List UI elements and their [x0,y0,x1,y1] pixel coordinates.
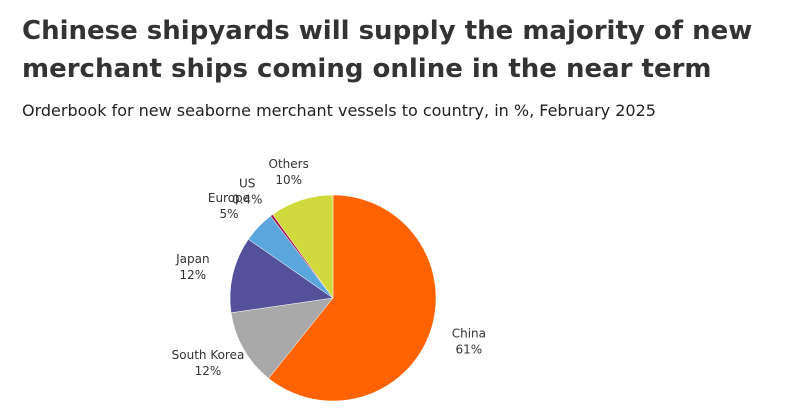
slice-value-label: 61% [456,342,483,356]
slice-label: Others [269,157,309,171]
pie-slice [272,194,334,299]
slice-label: South Korea [172,348,245,362]
chart-subtitle: Orderbook for new seaborne merchant vess… [22,101,656,120]
pie-slice [229,238,334,314]
slice-value-label: 5% [219,207,238,221]
slice-label: China [452,326,486,340]
pie-slice [268,194,437,402]
slice-value-label: 0.4% [232,192,263,206]
slice-value-label: 10% [275,173,302,187]
slice-value-label: 12% [195,364,222,378]
slice-value-label: 12% [180,268,207,282]
slice-label: US [239,176,255,190]
slice-label: Europe [208,191,250,205]
pie-slice [230,297,334,379]
chart-title: Chinese shipyards will supply the majori… [22,16,753,84]
slice-label: Japan [175,252,209,266]
